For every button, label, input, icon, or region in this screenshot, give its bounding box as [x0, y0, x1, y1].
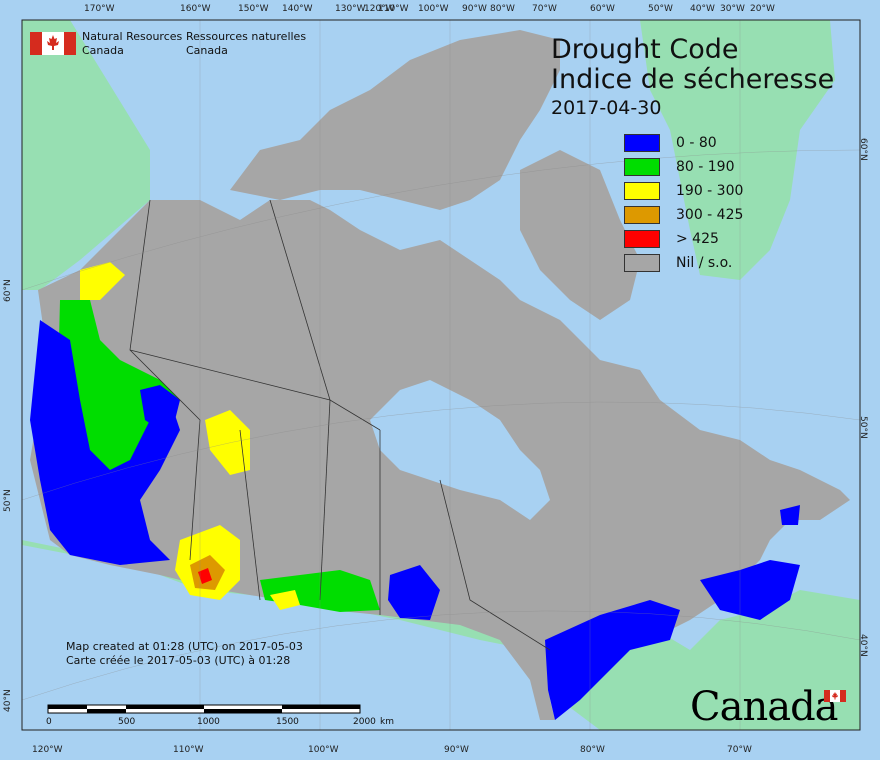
map-frame — [21, 19, 861, 731]
legend-item: 190 - 300 — [624, 182, 824, 202]
scale-tick-label: 1000 — [197, 717, 220, 727]
agency-name-fr-2: Canada — [186, 44, 228, 57]
legend-swatch — [624, 158, 660, 176]
legend-swatch — [624, 134, 660, 152]
map-date: 2017-04-30 — [551, 97, 662, 119]
zone-blue-westcoast — [30, 320, 180, 565]
map-title-en: Drought Code — [551, 34, 739, 65]
legend-swatch — [624, 254, 660, 272]
zone-blue-alberta — [140, 385, 180, 430]
legend-label: 0 - 80 — [676, 135, 717, 151]
agency-name-fr-1: Ressources naturelles — [186, 30, 307, 43]
graticule-top-label: 140°W — [282, 4, 313, 14]
zone-blue-nl — [780, 505, 800, 525]
graticule-left-label: 40°N — [3, 689, 13, 712]
graticule-bottom-label: 120°W — [32, 745, 63, 755]
baffin-island — [520, 150, 640, 320]
agency-name-en-1: Natural Resources — [82, 30, 183, 43]
wordmark-flag-icon — [824, 690, 846, 702]
legend-label: 80 - 190 — [676, 159, 735, 175]
graticule-right-label: 40°N — [858, 634, 868, 657]
legend-item: 300 - 425 — [624, 206, 824, 226]
scale-tick-label: 0 — [46, 717, 52, 727]
graticule-bottom-label: 70°W — [727, 745, 752, 755]
graticule-top-label: 110°W — [378, 4, 409, 14]
graticule-top-label: 130°W — [335, 4, 366, 14]
zone-yellow-north1 — [80, 262, 125, 300]
graticule-lines — [21, 20, 861, 730]
legend-item: > 425 — [624, 230, 824, 250]
creation-note-fr: Carte créée le 2017-05-03 (UTC) à 01:28 — [66, 654, 291, 667]
scale-tick-label: 1500 — [276, 717, 299, 727]
legend-item: Nil / s.o. — [624, 254, 824, 274]
greenland-land — [640, 20, 835, 280]
zone-blue-maritimes — [700, 560, 800, 620]
alaska-land — [22, 20, 150, 290]
graticule-top-label: 30°W — [720, 4, 745, 14]
graticule-top-label: 40°W — [690, 4, 715, 14]
canada-wordmark: Canada — [690, 684, 846, 730]
graticule-top-label: 120°W — [364, 4, 395, 14]
graticule-bottom-label: 100°W — [308, 745, 339, 755]
agency-name-en-2: Canada — [82, 44, 124, 57]
map-title-fr: Indice de sécheresse — [551, 64, 835, 95]
zone-blue-ontario — [545, 600, 680, 720]
graticule-left-label: 50°N — [3, 489, 13, 512]
graticule-top-label: 20°W — [750, 4, 775, 14]
graticule-left-label: 60°N — [3, 279, 13, 302]
legend-label: 190 - 300 — [676, 183, 744, 199]
graticule-top-label: 50°W — [648, 4, 673, 14]
graticule-bottom-label: 90°W — [444, 745, 469, 755]
zone-yellow-prairies — [270, 590, 300, 610]
canada-flag-icon — [30, 32, 76, 55]
scale-unit: km — [380, 717, 394, 727]
legend-label: > 425 — [676, 231, 719, 247]
scale-bar-graphic — [47, 704, 361, 714]
legend-label: 300 - 425 — [676, 207, 744, 223]
arctic-islands — [230, 30, 560, 210]
graticule-top-label: 160°W — [180, 4, 211, 14]
graticule-right-label: 60°N — [858, 138, 868, 161]
graticule-bottom-label: 80°W — [580, 745, 605, 755]
zone-yellow-north2 — [205, 410, 250, 475]
legend-label: Nil / s.o. — [676, 255, 733, 271]
graticule-right-label: 50°N — [858, 416, 868, 439]
graticule-top-label: 70°W — [532, 4, 557, 14]
province-borders — [129, 199, 551, 651]
graticule-bottom-label: 110°W — [173, 745, 204, 755]
creation-note: Map created at 01:28 (UTC) on 2017-05-03… — [66, 640, 303, 668]
zone-red-alberta — [198, 568, 212, 584]
canada-wordmark-text: Canada — [690, 684, 839, 730]
legend-item: 0 - 80 — [624, 134, 824, 154]
creation-note-en: Map created at 01:28 (UTC) on 2017-05-03 — [66, 640, 303, 653]
graticule-top-label: 170°W — [84, 4, 115, 14]
zone-blue-manitoba — [388, 565, 440, 620]
graticule-top-label: 80°W — [490, 4, 515, 14]
legend-swatch — [624, 206, 660, 224]
legend-swatch — [624, 230, 660, 248]
graticule-top-label: 100°W — [418, 4, 449, 14]
legend-swatch — [624, 182, 660, 200]
graticule-top-label: 60°W — [590, 4, 615, 14]
scale-tick-label: 500 — [118, 717, 136, 727]
graticule-top-label: 150°W — [238, 4, 269, 14]
hudson-bay — [370, 380, 550, 520]
scale-tick-label: 2000 — [353, 717, 376, 727]
graticule-top-label: 90°W — [462, 4, 487, 14]
legend-item: 80 - 190 — [624, 158, 824, 178]
